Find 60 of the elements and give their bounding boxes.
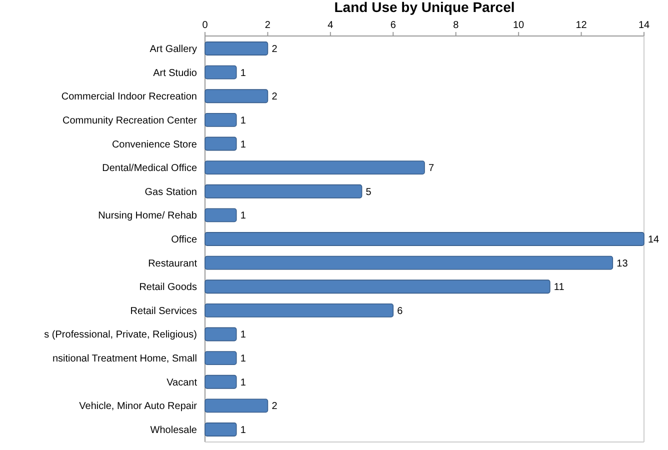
y-tick-label: Community Recreation Center [62,115,198,126]
y-tick-label: Vacant [166,377,198,388]
data-label: 7 [428,163,434,174]
x-tick-label: 2 [264,20,271,31]
x-tick-label: 14 [638,20,650,31]
y-tick-label: Retail Goods [139,282,197,294]
x-tick-label: 4 [328,20,334,31]
bar [204,42,268,56]
y-tick-label: Vehicle, Minor Auto Repair [79,401,198,412]
x-tick-label: 12 [576,20,588,31]
bar [204,136,237,151]
data-label: 1 [240,330,246,341]
data-label: 11 [554,282,565,294]
data-label: 2 [272,401,278,412]
x-tick-label: 10 [513,20,525,31]
bar [204,351,237,366]
bar [204,256,614,270]
data-label: 1 [240,139,246,150]
y-tick-label: Convenience Store [112,139,198,150]
bar [204,208,237,222]
bar [204,303,394,318]
y-tick-label: nsitional Treatment Home, Small [52,354,197,365]
y-tick-label: Nursing Home/ Rehab [98,210,198,222]
data-label: 5 [366,186,372,198]
data-label: 6 [397,306,404,317]
data-label: 1 [240,354,246,365]
data-label: 1 [240,115,246,126]
data-label: 2 [272,44,278,55]
bar [204,112,237,127]
bar [204,374,237,389]
bar [204,89,268,104]
chart-title: Land Use by Unique Parcel [334,0,515,15]
data-label: 13 [616,258,628,270]
data-label: 1 [240,68,246,79]
bar [204,280,550,294]
y-tick-label: Restaurant [148,258,198,270]
bar [204,398,268,413]
y-tick-label: Office [171,234,198,246]
y-tick-label: Commercial Indoor Recreation [61,92,197,103]
data-label: 2 [272,92,278,103]
y-tick-label: s (Professional, Private, Religious) [44,330,197,341]
y-tick-label: Gas Station [144,186,197,198]
data-label: 1 [240,425,246,436]
bar [204,327,237,342]
data-label: 1 [240,377,246,388]
data-label: 14 [648,234,660,246]
bar [204,232,644,246]
y-tick-label: Art Gallery [150,44,197,55]
x-tick-label: 6 [390,20,396,31]
bar [204,160,425,175]
data-label: 1 [240,210,246,222]
bar [204,422,237,436]
y-tick-label: Dental/Medical Office [102,163,198,174]
x-tick-label: 0 [202,20,208,31]
x-tick-label: 8 [453,20,460,31]
y-tick-label: Art Studio [153,68,198,79]
y-tick-label: Wholesale [150,425,198,436]
bar [204,65,237,80]
y-tick-label: Retail Services [130,306,197,317]
bar [204,184,362,198]
